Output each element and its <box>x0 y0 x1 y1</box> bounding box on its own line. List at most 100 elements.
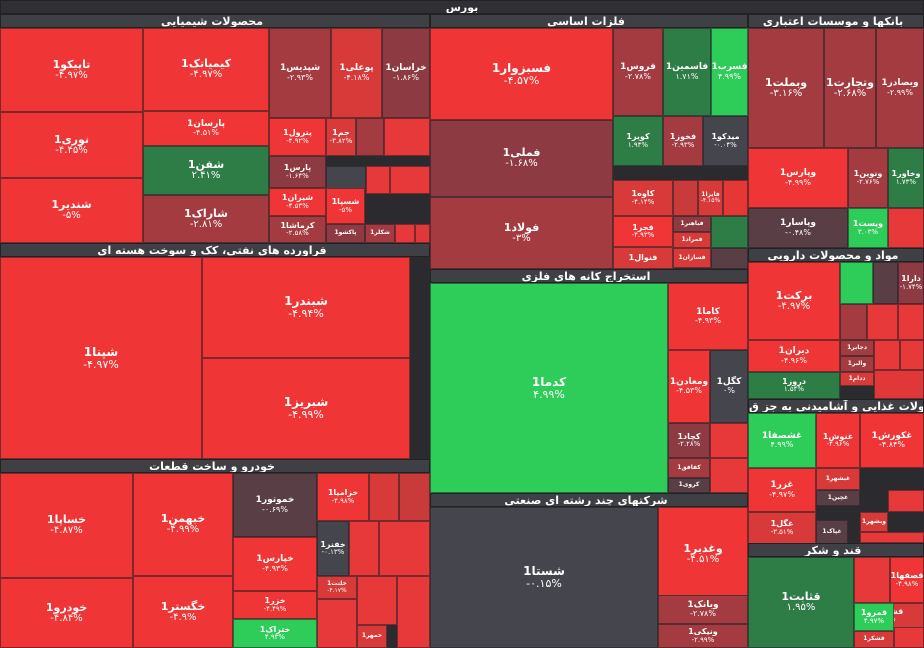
treemap-cell[interactable] <box>395 224 415 243</box>
stock-tile[interactable]: شپدیس1 -۲.۹۳% <box>269 28 331 118</box>
stock-tile[interactable]: نوری1 -۴.۴۵% <box>0 112 143 178</box>
stock-tile[interactable]: ونوین1 -۲.۷۶% <box>848 148 888 208</box>
sector-header[interactable]: استخراج کانه های فلزی <box>430 269 748 283</box>
stock-tile[interactable]: خمهر1 <box>357 625 387 648</box>
stock-tile[interactable]: خزامیا1 -۴.۹۸% <box>317 473 369 521</box>
stock-tile[interactable]: خگستر1 -۴.۹% <box>133 576 233 648</box>
stock-tile[interactable]: شسپا1 -۵% <box>326 188 365 224</box>
treemap-cell[interactable] <box>366 166 390 194</box>
stock-tile[interactable]: فملی1 -۱.۶۸% <box>430 120 613 197</box>
stock-tile[interactable]: غشصفا1 ۴.۹۹% <box>748 413 816 468</box>
treemap-cell[interactable] <box>900 340 924 370</box>
treemap-cell[interactable] <box>840 262 873 304</box>
treemap-cell[interactable] <box>888 490 924 512</box>
stock-tile[interactable]: کروی1 <box>668 478 710 493</box>
stock-tile[interactable]: شبندر1 -۴.۹۴% <box>202 257 410 358</box>
stock-tile[interactable]: غکورش1 -۴.۸۴% <box>860 413 924 468</box>
stock-tile[interactable]: کاما1 -۴.۹۳% <box>668 283 748 350</box>
treemap-cell[interactable] <box>860 532 924 543</box>
stock-tile[interactable]: فروس1 -۲.۷۸% <box>613 28 663 116</box>
treemap-cell[interactable] <box>710 458 748 493</box>
stock-tile[interactable]: قثابت1 ۱.۹۵% <box>748 557 854 648</box>
treemap-cell[interactable] <box>399 473 430 521</box>
stock-tile[interactable]: وبشهر1 <box>860 512 888 532</box>
stock-tile[interactable]: کچاد1 -۲.۲۸% <box>668 423 710 458</box>
treemap-cell[interactable] <box>711 248 748 269</box>
treemap-cell[interactable] <box>397 576 430 648</box>
stock-tile[interactable]: غپاک1 <box>816 520 848 544</box>
stock-tile[interactable]: جم1 -۳.۸۲% <box>326 118 356 156</box>
treemap-cell[interactable] <box>888 208 924 248</box>
treemap-cell[interactable] <box>711 216 748 248</box>
stock-tile[interactable]: دارا1 -۱.۷۴% <box>898 262 924 304</box>
treemap-cell[interactable] <box>874 370 924 399</box>
treemap-cell[interactable] <box>390 166 430 194</box>
stock-tile[interactable]: برکت1 -۴.۹۷% <box>748 262 840 340</box>
stock-tile[interactable]: شستا1 -۰.۱۵% <box>430 507 658 648</box>
stock-tile[interactable]: تاپیکو1 -۴.۹۷% <box>0 28 143 112</box>
stock-tile[interactable]: شبریز1 -۴.۹۹% <box>202 358 410 459</box>
stock-tile[interactable]: فسازان1 <box>673 248 711 268</box>
sector-header[interactable]: مواد و محصولات دارویی <box>748 248 924 262</box>
stock-tile[interactable]: ددام1 <box>840 372 874 386</box>
stock-tile[interactable]: وپارس1 -۴.۹۹% <box>748 148 848 208</box>
stock-tile[interactable]: غگل1 -۳.۵۱% <box>748 512 816 544</box>
stock-tile[interactable]: وغدیر1 -۴.۵۱% <box>658 507 748 601</box>
treemap-cell[interactable] <box>867 304 898 340</box>
stock-tile[interactable]: دجابر1 <box>840 340 874 356</box>
treemap-cell[interactable] <box>379 521 430 576</box>
treemap-cell[interactable] <box>384 118 430 156</box>
stock-tile[interactable]: پارس1 -۱.۶۴% <box>269 156 326 188</box>
stock-tile[interactable]: فسبزوار1 -۴.۵۷% <box>430 28 613 120</box>
stock-tile[interactable]: ونیکی1 -۲.۹۹% <box>658 624 748 648</box>
treemap-cell[interactable] <box>317 599 357 648</box>
treemap-cell[interactable] <box>840 304 867 340</box>
stock-tile[interactable]: فمراد1 <box>673 232 711 248</box>
stock-tile[interactable]: ختراک1 ۴.۹۳% <box>233 619 317 648</box>
sector-header[interactable]: محصولات غذایی و آشامیدنی به جز ق <box>748 399 924 413</box>
stock-tile[interactable]: دیران1 -۴.۹۶% <box>748 340 840 372</box>
treemap-cell[interactable] <box>898 304 924 340</box>
stock-tile[interactable]: فنوال1 <box>613 247 673 269</box>
stock-tile[interactable]: فاسمین1 ۱.۷۱% <box>663 28 711 116</box>
stock-tile[interactable]: وبانک1 -۲.۷۸% <box>658 595 748 624</box>
sector-header[interactable]: فراورده های نفتی، کک و سوخت هسته ای <box>0 243 430 257</box>
sector-header[interactable]: قند و شکر <box>748 543 924 557</box>
treemap-cell[interactable] <box>349 521 379 576</box>
stock-tile[interactable]: خلنت1 -۴.۱۷% <box>317 576 357 599</box>
treemap-cell[interactable] <box>854 557 890 603</box>
stock-tile[interactable]: خودرو1 -۴.۸۴% <box>0 578 133 648</box>
stock-tile[interactable]: غچین1 <box>816 490 860 506</box>
treemap-cell[interactable] <box>415 224 430 243</box>
stock-tile[interactable]: میدکو1 -۰.۰۴% <box>703 116 748 166</box>
stock-tile[interactable]: فجر1 -۴.۹۳% <box>613 216 673 247</box>
stock-tile[interactable]: شیران1 -۴.۵۳% <box>269 188 326 216</box>
stock-tile[interactable]: دروز1 ۱.۵۴% <box>748 372 840 399</box>
stock-tile[interactable]: غبشهر1 <box>816 468 860 490</box>
stock-tile[interactable]: خراسان1 -۱.۸۶% <box>382 28 430 118</box>
stock-tile[interactable]: شپنا1 -۴.۹۷% <box>0 257 202 459</box>
treemap-cell[interactable] <box>874 340 900 370</box>
stock-tile[interactable]: خفنر1 -۰.۱۳% <box>317 521 349 576</box>
stock-tile[interactable]: خساپا1 -۴.۸۷% <box>0 473 133 578</box>
treemap-cell[interactable] <box>873 262 898 304</box>
stock-tile[interactable]: پاکشو1 <box>326 224 365 243</box>
stock-tile[interactable]: قشکر1 <box>854 631 894 648</box>
stock-tile[interactable]: پترول1 -۴.۹۲% <box>269 118 326 156</box>
stock-tile[interactable]: ومعادن1 -۴.۵۳% <box>668 350 710 423</box>
stock-tile[interactable]: وپست1 ۳.۰۳% <box>848 208 888 248</box>
stock-tile[interactable]: پوعلی1 -۴.۱۸% <box>331 28 382 118</box>
stock-tile[interactable]: شکلر1 <box>365 224 395 243</box>
stock-tile[interactable]: قمرو1 ۴.۹۷% <box>854 603 894 631</box>
stock-tile[interactable]: شاراک1 -۲.۸۱% <box>143 195 269 243</box>
treemap-cell[interactable] <box>356 118 384 156</box>
sector-header[interactable]: محصولات شیمیایی <box>0 14 430 28</box>
treemap-cell[interactable] <box>723 180 748 216</box>
stock-tile[interactable]: کگل1 ۰% <box>710 350 748 423</box>
stock-tile[interactable]: غنوش1 -۴.۹۶% <box>816 413 860 468</box>
stock-tile[interactable]: وبصادر1 -۲.۹۹% <box>876 28 924 148</box>
treemap-cell[interactable] <box>710 423 748 458</box>
stock-tile[interactable]: وپاسار1 -۰.۴۸% <box>748 208 848 248</box>
stock-tile[interactable]: فخوز1 -۲.۹۳% <box>663 116 703 166</box>
stock-tile[interactable]: خزر1 -۴.۴۹% <box>233 591 317 619</box>
